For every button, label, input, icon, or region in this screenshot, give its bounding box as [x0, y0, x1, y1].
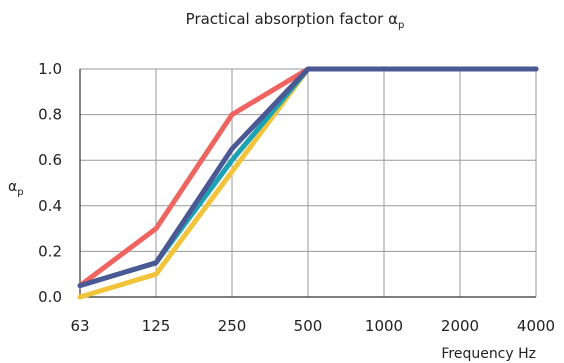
x-tick-label: 63 [70, 317, 89, 335]
y-tick-label: 0.6 [38, 151, 62, 169]
series-lines [77, 66, 539, 300]
x-tick-label: 250 [218, 317, 247, 335]
y-tick-label: 0.0 [38, 288, 62, 306]
x-tick-label: 1000 [365, 317, 403, 335]
y-tick-label: 0.4 [38, 197, 62, 215]
x-tick-label: 2000 [441, 317, 479, 335]
y-axis-label: αp [8, 179, 24, 198]
x-tick-label: 125 [142, 317, 171, 335]
y-tick-label: 0.8 [38, 106, 62, 124]
y-tick-label: 0.2 [38, 242, 62, 260]
y-tick-labels: 0.0 0.2 0.4 0.6 0.8 1.0 [38, 60, 62, 306]
x-tick-labels: 63 125 250 500 1000 2000 4000 [70, 317, 555, 335]
x-tick-label: 500 [294, 317, 323, 335]
x-axis-label: Frequency Hz [441, 346, 536, 362]
chart-title: Practical absorption factor αp [186, 10, 405, 31]
x-tick-label: 4000 [517, 317, 555, 335]
series-line [77, 66, 539, 289]
y-tick-label: 1.0 [38, 60, 62, 78]
